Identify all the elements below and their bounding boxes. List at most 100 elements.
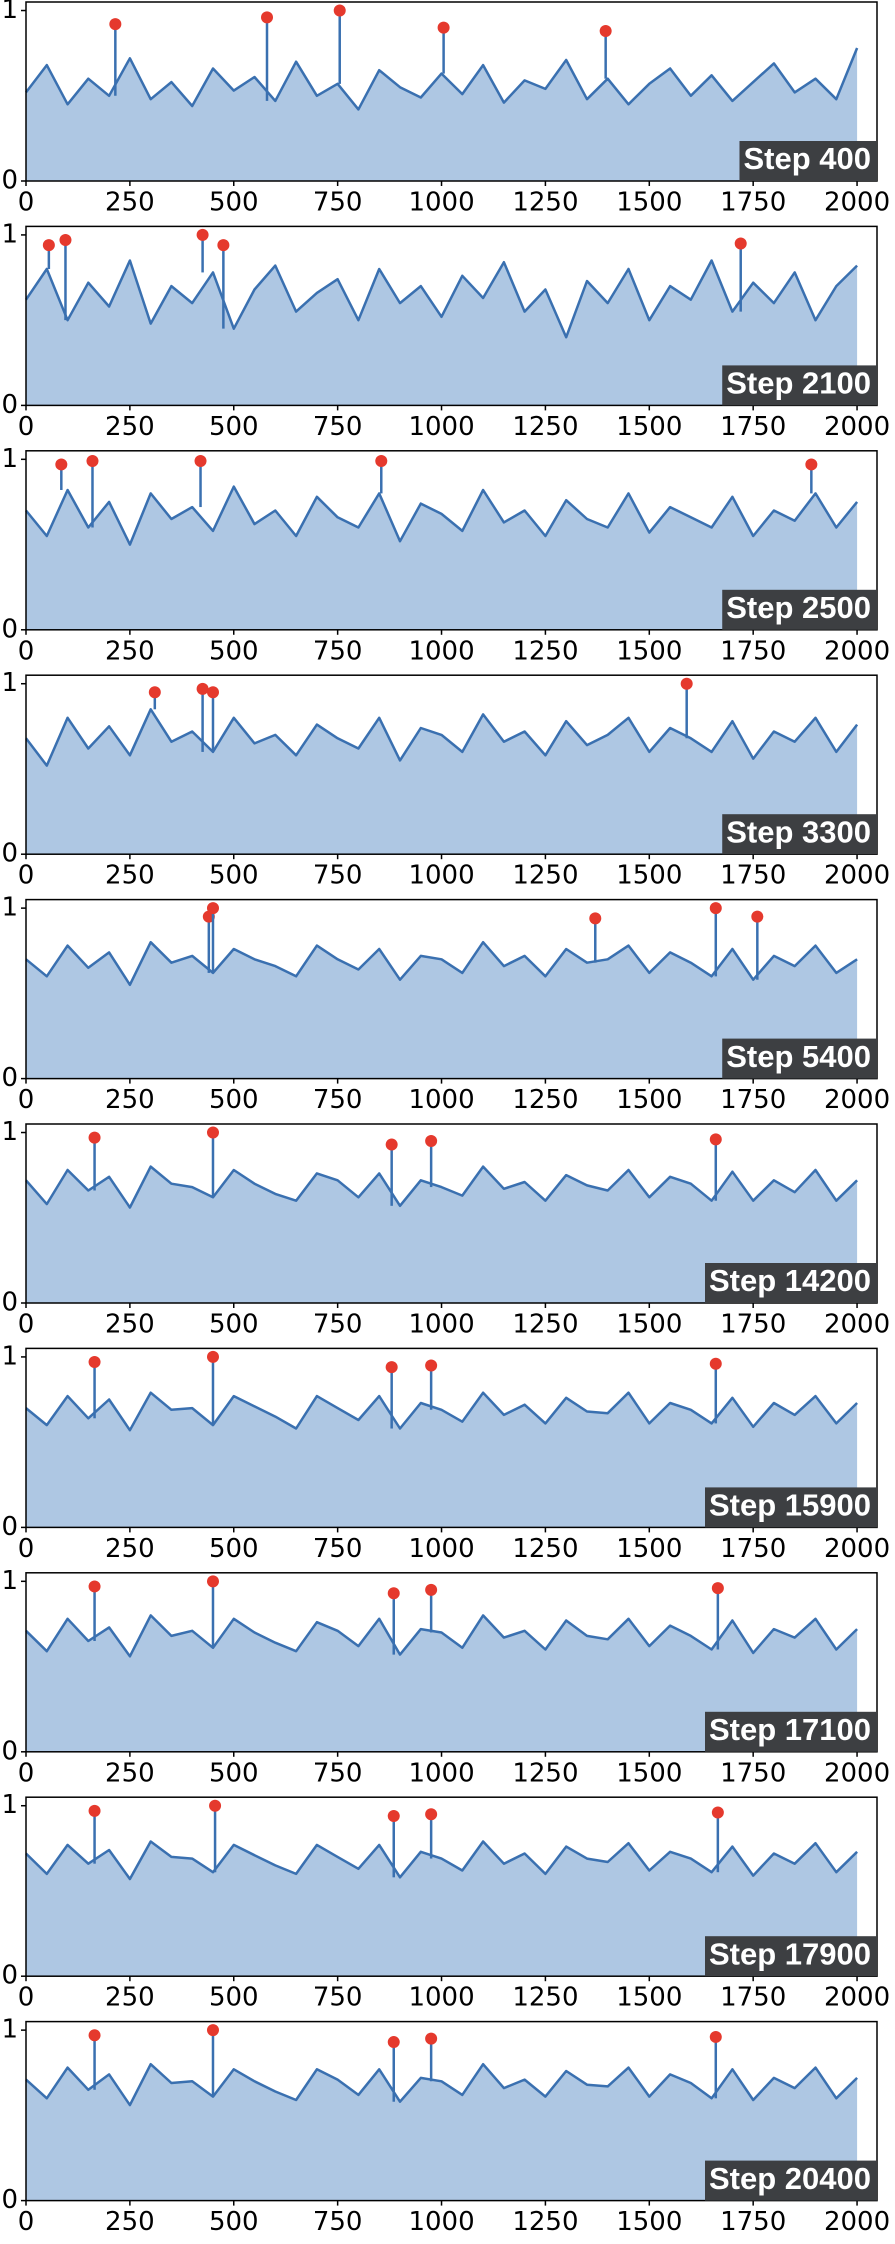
- x-tick-label: 250: [105, 1310, 155, 1340]
- area: [26, 709, 858, 855]
- step-label: Step 20400: [709, 2161, 871, 2196]
- x-tick-label: 750: [313, 1983, 363, 2013]
- y-tick-label: 0: [1, 1961, 18, 1991]
- highlight-point: [217, 239, 230, 252]
- plot-frame: [25, 2020, 878, 2202]
- y-tick-label: 0: [1, 166, 18, 196]
- x-tick-label: 0: [18, 1085, 35, 1115]
- line: [25, 708, 859, 767]
- step-label-box: [705, 2160, 877, 2201]
- x-tick-label: 1250: [512, 188, 578, 218]
- highlight-point: [375, 455, 388, 468]
- highlight-point: [425, 1583, 438, 1596]
- highlight-point: [88, 1804, 101, 1817]
- plot-frame: [25, 674, 878, 855]
- highlight-point: [88, 1580, 101, 1593]
- x-tick-label: 1000: [408, 636, 474, 666]
- highlight-point: [209, 1799, 222, 1812]
- x-tick-label: 750: [313, 412, 363, 442]
- x-tick-label: 1750: [720, 861, 786, 891]
- x-tick-label: 1500: [616, 636, 682, 666]
- area: [26, 1615, 858, 1752]
- highlight-point: [711, 1582, 724, 1595]
- highlight-point: [425, 1808, 438, 1821]
- x-tick-label: 750: [313, 188, 363, 218]
- x-tick-label: 2000: [824, 1534, 890, 1564]
- x-tick-label: 250: [105, 1758, 155, 1788]
- x-tick-label: 1500: [616, 1310, 682, 1340]
- area: [26, 1841, 858, 1977]
- line: [25, 2062, 858, 2107]
- x-tick-label: 1250: [512, 412, 578, 442]
- panel: 0 250 500 750 1000 1250 1500 1750 2000 0 1 Step 179…: [1, 1790, 890, 2012]
- highlight-point: [88, 1131, 101, 1144]
- y-tick-label: 1: [1, 2015, 18, 2045]
- x-tick-label: 0: [18, 1758, 35, 1788]
- plot-frame: [25, 225, 878, 407]
- area: [26, 1166, 858, 1303]
- y-tick-label: 0: [1, 1512, 18, 1542]
- step-label-box: [705, 1263, 877, 1303]
- highlight-point: [109, 18, 122, 31]
- x-tick-label: 1250: [512, 636, 578, 666]
- x-tick-label: 500: [209, 1310, 259, 1340]
- highlight-point: [196, 228, 209, 241]
- highlight-point: [589, 912, 602, 925]
- x-tick-label: 500: [209, 188, 259, 218]
- x-tick-label: 1750: [720, 2207, 786, 2237]
- x-tick-label: 1500: [616, 1758, 682, 1788]
- line: [25, 1391, 858, 1432]
- step-label-box: [705, 1936, 877, 1977]
- x-tick-label: 250: [105, 1534, 155, 1564]
- x-tick-label: 250: [105, 1983, 155, 2013]
- highlight-point: [425, 1135, 438, 1148]
- x-tick-label: 500: [209, 2207, 259, 2237]
- plot-frame: [25, 450, 878, 631]
- x-tick-label: 500: [209, 1758, 259, 1788]
- highlight-point: [385, 1138, 398, 1151]
- y-tick-label: 0: [1, 1063, 18, 1093]
- highlight-point: [387, 1809, 400, 1822]
- step-label-box: [739, 141, 877, 181]
- x-tick-label: 750: [313, 1310, 363, 1340]
- x-tick-label: 1500: [616, 1085, 682, 1115]
- plot-frame: [25, 898, 878, 1080]
- highlight-point: [196, 682, 209, 695]
- panel: 0 250 500 750 1000 1250 1500 1750 2000 0 1 Step 210…: [1, 219, 890, 441]
- highlight-point: [425, 2032, 438, 2045]
- y-tick-label: 0: [1, 839, 18, 869]
- y-tick-label: 1: [1, 668, 18, 698]
- panel: 0 250 500 750 1000 1250 1500 1750 2000 0 1 Step 159…: [1, 1341, 890, 1563]
- y-tick-label: 1: [1, 1341, 18, 1371]
- x-tick-label: 1750: [720, 1085, 786, 1115]
- y-tick-label: 1: [1, 444, 18, 474]
- panel: 0 250 500 750 1000 1250 1500 1750 2000 0 1 Step 250…: [1, 444, 890, 666]
- step-label: Step 14200: [709, 1263, 871, 1298]
- highlight-point: [437, 21, 450, 34]
- x-tick-label: 750: [313, 1085, 363, 1115]
- x-tick-label: 1750: [720, 1310, 786, 1340]
- highlight-point: [206, 1575, 219, 1588]
- x-tick-label: 500: [209, 1534, 259, 1564]
- highlight-point: [425, 1359, 438, 1372]
- highlight-point: [206, 1126, 219, 1139]
- y-tick-label: 0: [1, 390, 18, 420]
- panel: 0 250 500 750 1000 1250 1500 1750 2000 0 1 Step 540…: [1, 893, 890, 1115]
- highlight-point: [148, 686, 161, 699]
- x-tick-label: 250: [105, 636, 155, 666]
- step-label-box: [722, 589, 877, 630]
- x-tick-label: 1500: [616, 861, 682, 891]
- x-tick-label: 250: [105, 412, 155, 442]
- step-label: Step 400: [743, 141, 871, 176]
- highlight-point: [709, 2030, 722, 2043]
- panel: 0 250 500 750 1000 1250 1500 1750 2000 0 1 Step 171…: [1, 1566, 890, 1788]
- area: [26, 48, 858, 181]
- highlight-point: [385, 1361, 398, 1374]
- highlight-point: [88, 2029, 101, 2042]
- panel: 0 250 500 750 1000 1250 1500 1750 2000 0 1 Step 142…: [1, 1117, 890, 1339]
- x-tick-label: 2000: [824, 412, 890, 442]
- highlight-point: [680, 677, 693, 690]
- x-tick-label: 500: [209, 1983, 259, 2013]
- y-tick-label: 1: [1, 1117, 18, 1147]
